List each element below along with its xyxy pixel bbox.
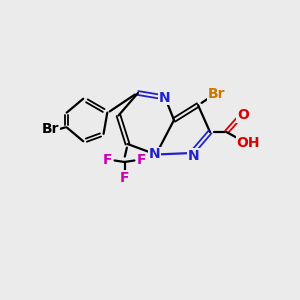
Text: F: F bbox=[120, 171, 129, 185]
Text: Br: Br bbox=[41, 122, 59, 136]
Text: F: F bbox=[137, 154, 146, 167]
Text: Br: Br bbox=[208, 88, 226, 101]
Text: N: N bbox=[159, 91, 171, 104]
Text: O: O bbox=[237, 108, 249, 122]
Text: F: F bbox=[103, 154, 112, 167]
Text: N: N bbox=[188, 149, 199, 163]
Text: N: N bbox=[149, 148, 160, 161]
Text: OH: OH bbox=[236, 136, 260, 150]
